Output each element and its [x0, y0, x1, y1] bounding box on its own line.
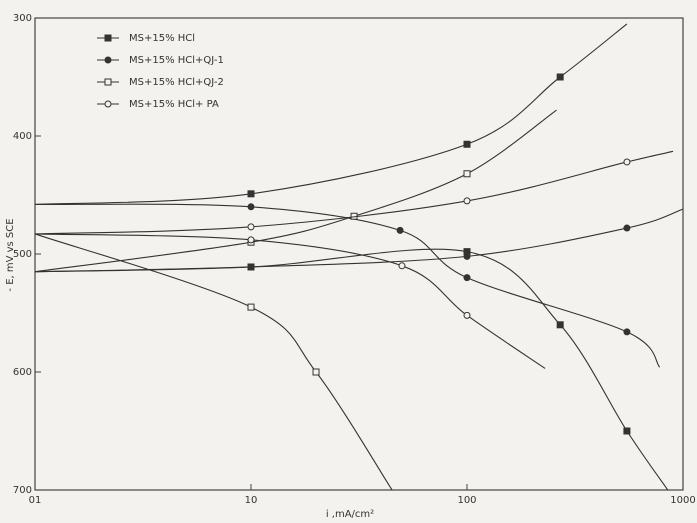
data-point	[312, 368, 320, 376]
x-tick-label: 01	[29, 495, 42, 506]
y-tick-label: 300	[13, 13, 32, 24]
legend-label: MS+15% HCl+ PA	[129, 99, 219, 110]
legend-marker	[104, 34, 112, 42]
legend-marker	[104, 56, 112, 64]
data-point	[463, 311, 471, 319]
y-tick-label: 400	[13, 131, 32, 142]
x-axis-title: i ,mA/cm²	[326, 509, 374, 520]
data-point	[623, 158, 631, 166]
data-point	[247, 236, 255, 244]
curve	[34, 203, 684, 368]
x-tick-label: 100	[457, 495, 476, 506]
data-point	[247, 203, 255, 211]
curve	[34, 23, 669, 491]
y-axis-title: - E, mV vs SCE	[5, 218, 16, 291]
y-tick-label: 600	[13, 367, 32, 378]
legend-label: MS+15% HCl+QJ-1	[129, 55, 224, 66]
curve	[34, 109, 557, 491]
data-point	[247, 190, 255, 198]
y-tick-label: 500	[13, 249, 32, 260]
data-point	[556, 321, 564, 329]
data-point	[463, 252, 471, 260]
legend-label: MS+15% HCl	[129, 33, 195, 44]
data-point	[623, 427, 631, 435]
legend-label: MS+15% HCl+QJ-2	[129, 77, 224, 88]
legend: MS+15% HCl MS+15% HCl+QJ-1 MS+15% HCl+QJ-2…	[97, 33, 224, 110]
data-point	[623, 328, 631, 336]
legend-marker	[104, 78, 112, 86]
curve	[34, 150, 674, 369]
data-point	[463, 170, 471, 178]
data-point	[463, 140, 471, 148]
data-point	[556, 73, 564, 81]
data-point	[398, 262, 406, 270]
data-point	[396, 226, 404, 234]
data-point	[247, 263, 255, 271]
data-point	[463, 197, 471, 205]
y-tick-label: 700	[13, 485, 32, 496]
data-point	[247, 303, 255, 311]
data-point	[247, 223, 255, 231]
data-point	[623, 224, 631, 232]
x-tick-label: 10	[245, 495, 258, 506]
data-point	[463, 274, 471, 282]
legend-marker	[104, 100, 112, 108]
x-tick-label: 1000	[670, 495, 695, 506]
